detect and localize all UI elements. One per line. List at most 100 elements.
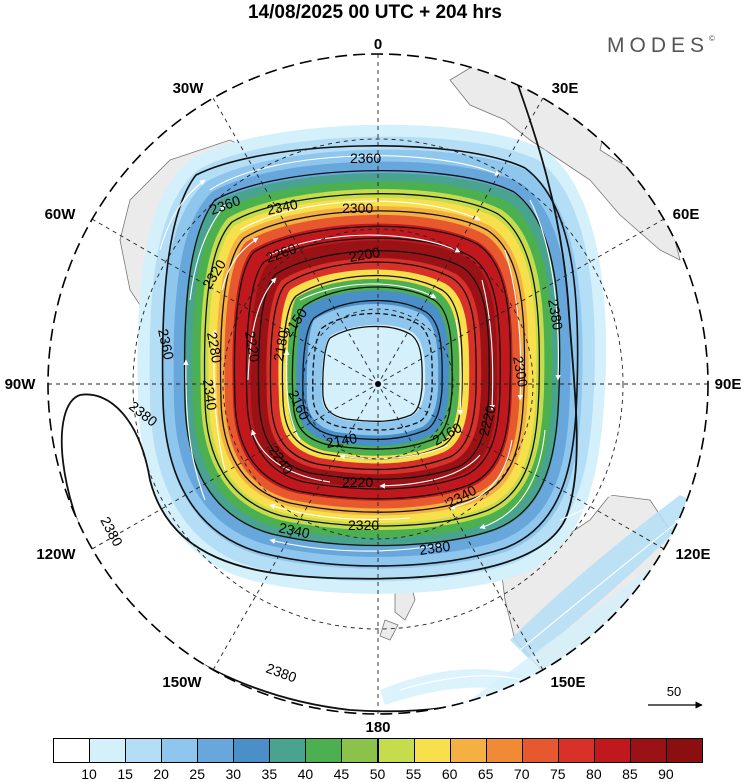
streamline [211, 329, 226, 471]
colorbar-tick-label: 90 [658, 766, 674, 782]
streamline [221, 237, 259, 291]
streamline [504, 249, 523, 401]
colorbar-swatch [377, 738, 415, 763]
reference-vector-label: 50 [666, 684, 682, 699]
contour-label: 2220 [342, 474, 373, 490]
lon-label-120w: 120W [36, 546, 76, 563]
contour-2240 [257, 250, 490, 480]
colorbar-tick-label: 85 [622, 766, 638, 782]
colorbar-swatch [485, 738, 523, 763]
colorbar-tick-label: 20 [153, 766, 169, 782]
streamline [529, 199, 561, 381]
colorbar-tick-label: 80 [586, 766, 602, 782]
lon-label-0: 0 [373, 36, 383, 53]
colorbar-swatch [197, 738, 235, 763]
contour-label: 2180 [270, 329, 291, 363]
colorbar-tick-label: 75 [549, 766, 566, 782]
contour-label: 2340 [200, 378, 220, 411]
shade-band-15-inner [321, 324, 426, 423]
lon-label-180: 180 [365, 719, 391, 736]
latitude-circle-2 [222, 228, 534, 540]
colorbar-swatch [125, 738, 163, 763]
latitude-circle-3 [132, 138, 624, 630]
brand-logo: MODES© [607, 34, 715, 58]
colorbar-tick-label: 45 [333, 766, 350, 782]
contour-2280 [233, 225, 512, 500]
map-title: 14/08/2025 00 UTC + 204 hrs [247, 2, 503, 23]
colorbar-swatch [53, 738, 91, 763]
contour-2160 [302, 299, 443, 441]
streamline [183, 359, 206, 501]
colorbar-swatch [233, 738, 271, 763]
contour-2380-outer [60, 84, 578, 713]
streamline [159, 179, 206, 251]
streamline [239, 200, 481, 231]
colorbar-tick-label: 50 [369, 766, 386, 782]
lon-label-150e: 150E [550, 674, 586, 691]
lon-label-90w: 90W [4, 376, 36, 393]
colorbar-swatch [593, 738, 631, 763]
south-pole-dot [375, 381, 381, 387]
colorbar-tick-label: 60 [441, 766, 458, 782]
contour-label: 2200 [348, 244, 382, 265]
streamline [209, 155, 501, 191]
contour-label: 2220 [475, 403, 499, 437]
colorbar-swatch [557, 738, 595, 763]
contour-label: 2380 [418, 538, 451, 558]
colorbar-tick-label: 35 [261, 766, 278, 782]
contour-2150 [312, 312, 433, 431]
colorbar-swatch [413, 738, 451, 763]
map-border [47, 53, 709, 715]
shade-streak-pacific [380, 669, 540, 705]
streamline [284, 349, 301, 441]
colorbar-swatch [269, 738, 307, 763]
colorbar-swatch [521, 738, 559, 763]
colorbar-swatch [89, 738, 127, 763]
latitude-circle-inner [302, 308, 454, 460]
streamline [250, 429, 331, 483]
streamline [479, 429, 546, 530]
lon-label-150w: 150W [162, 674, 202, 691]
contour-label: 2300 [510, 355, 531, 389]
streamline [481, 279, 495, 411]
wind-streamlines [159, 155, 691, 691]
streamline [559, 439, 691, 521]
contour-2360 [161, 145, 579, 567]
lon-label-120e: 120E [675, 546, 711, 563]
colorbar-tick-label: 55 [405, 766, 422, 782]
contour-label: 2360 [350, 150, 381, 166]
contour-2320 [203, 193, 541, 527]
streamline [247, 277, 277, 381]
contour-label: 2280 [204, 331, 225, 365]
contour-2140 [322, 325, 423, 422]
lon-label-60w: 60W [44, 206, 76, 223]
contour-label: 2380 [545, 298, 566, 332]
colorbar-tick-label: 25 [189, 766, 205, 782]
contour-2180 [291, 286, 453, 450]
colorbar-swatch [341, 738, 379, 763]
lon-label-90e: 90E [714, 376, 742, 393]
colorbar-tick-label: 30 [225, 766, 242, 782]
contour-2220 [269, 261, 477, 471]
streamline [379, 454, 481, 489]
contour-label: 2360 [155, 327, 177, 361]
colorbar-swatch [161, 738, 199, 763]
colorbar-swatch [665, 738, 703, 763]
streamline [519, 519, 681, 651]
brand-mark: © [709, 34, 715, 43]
streamline [449, 439, 513, 510]
streamline [339, 444, 449, 460]
colorbar-swatch [449, 738, 487, 763]
lon-label-30e: 30E [551, 80, 579, 97]
contour-label: 2320 [348, 517, 379, 533]
contour-label: 2140 [325, 430, 359, 451]
colorbar-swatch [305, 738, 343, 763]
streamline [189, 204, 226, 301]
colorbar-tick-label: 15 [117, 766, 133, 782]
lon-label-30w: 30W [172, 80, 204, 97]
brand-text: MODES [607, 34, 710, 57]
colorbar-tick-label: 10 [81, 766, 97, 782]
colorbar-tick-label: 70 [513, 766, 530, 782]
streamline [299, 283, 437, 301]
